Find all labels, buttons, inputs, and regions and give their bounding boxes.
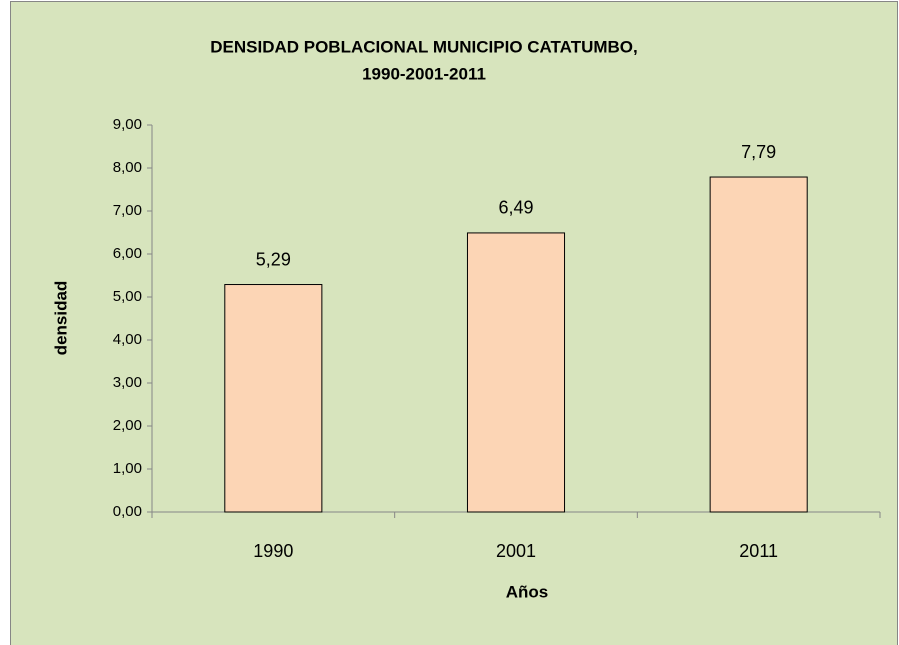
x-tick-label: 1990 [253, 541, 293, 561]
y-tick-label: 5,00 [113, 288, 142, 305]
bar [709, 176, 808, 513]
bar [466, 232, 566, 513]
x-tick-label: 2011 [739, 541, 778, 561]
x-axis-label: Años [506, 582, 549, 601]
chart-title: DENSIDAD POBLACIONAL MUNICIPIO CATATUMBO… [210, 37, 638, 56]
bar [224, 284, 323, 513]
data-label: 7,79 [741, 142, 776, 162]
y-tick-label: 4,00 [113, 331, 142, 348]
y-tick-label: 2,00 [113, 417, 142, 434]
data-label: 5,29 [256, 249, 291, 269]
y-tick-label: 1,00 [113, 460, 142, 477]
x-tick-label: 2001 [496, 541, 536, 561]
y-tick-label: 9,00 [113, 116, 142, 133]
chart-title: 1990-2001-2011 [362, 64, 486, 83]
data-label: 6,49 [498, 198, 533, 218]
y-tick-label: 0,00 [113, 503, 142, 520]
y-tick-label: 3,00 [113, 374, 142, 391]
y-tick-label: 8,00 [113, 159, 142, 176]
y-tick-label: 7,00 [113, 202, 142, 219]
y-axis-label: densidad [51, 281, 70, 356]
y-tick-label: 6,00 [113, 245, 142, 262]
